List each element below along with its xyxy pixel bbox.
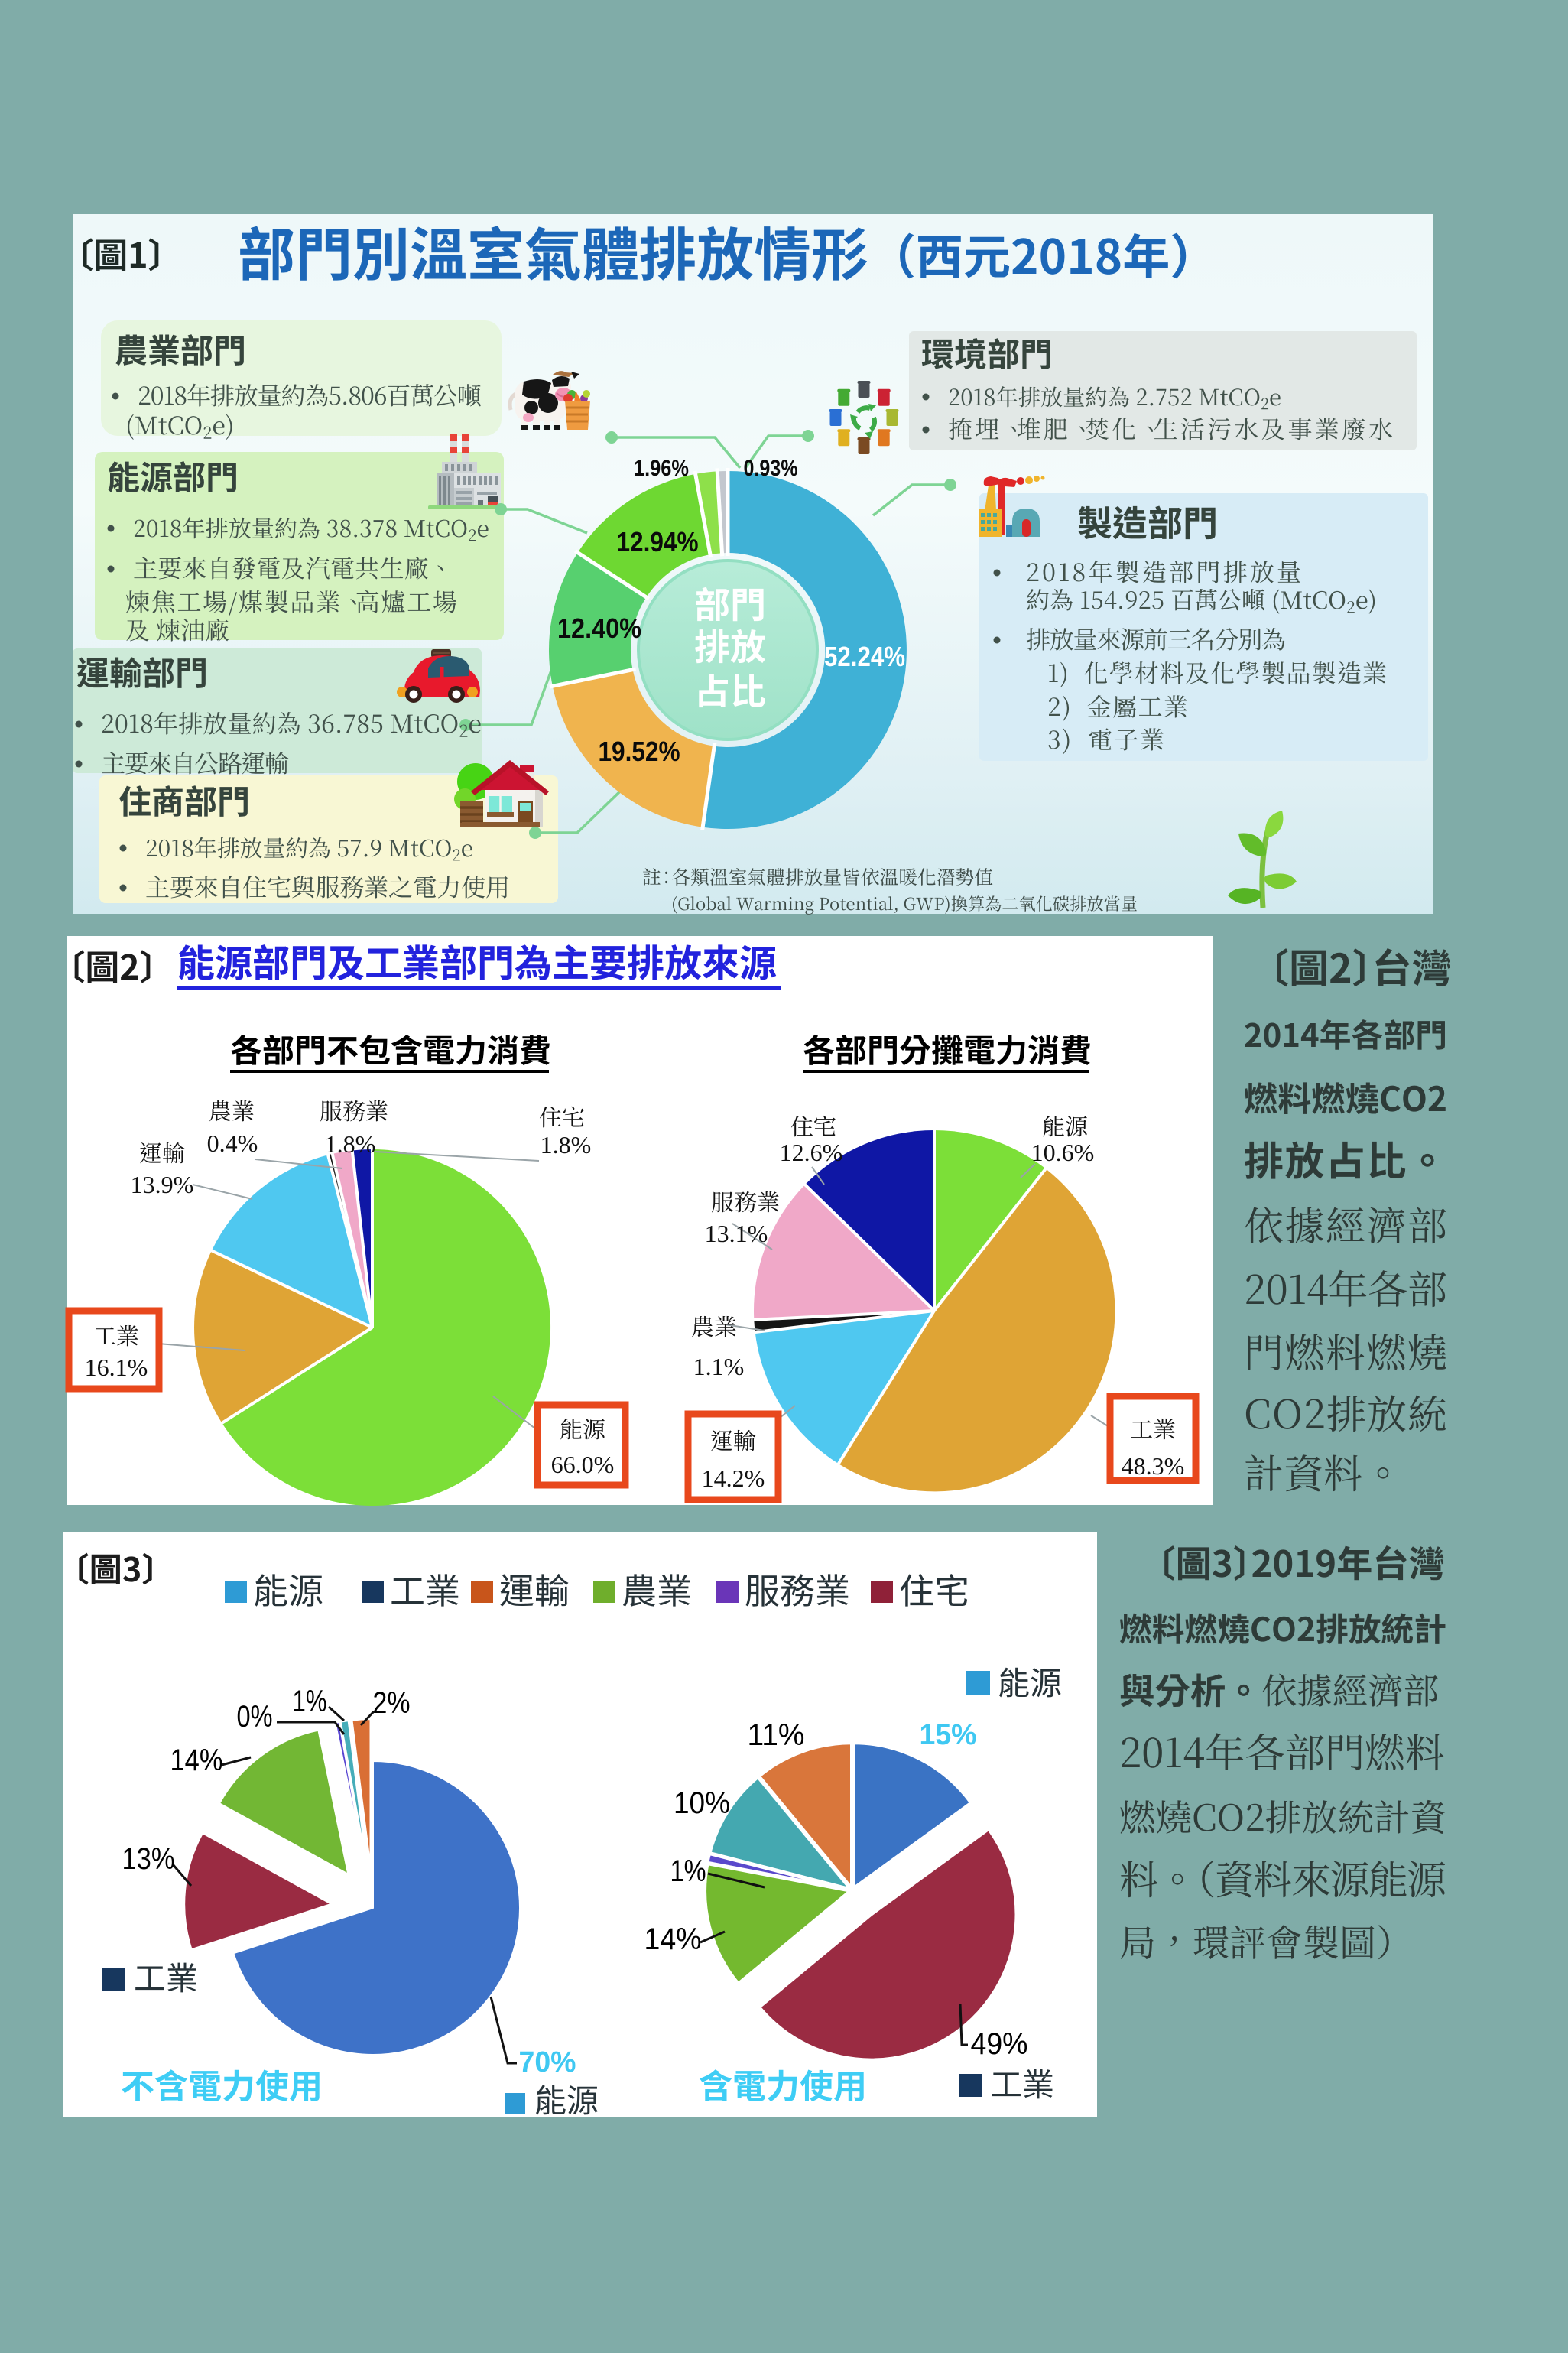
svg-text:11%: 11% [748,1718,805,1752]
svg-text:66.0%: 66.0% [551,1451,615,1478]
svg-text:10%: 10% [674,1786,730,1820]
svg-text:49%: 49% [971,2027,1028,2061]
svg-text:0.4%: 0.4% [207,1129,258,1157]
svg-text:16.1%: 16.1% [85,1354,148,1381]
svg-text:70%: 70% [519,2046,576,2078]
svg-text:1.8%: 1.8% [325,1130,376,1158]
svg-text:0%: 0% [237,1700,273,1734]
svg-text:19.52%: 19.52% [599,736,680,767]
svg-text:2%: 2% [373,1686,411,1720]
svg-text:15%: 15% [920,1719,977,1751]
svg-text:48.3%: 48.3% [1122,1452,1185,1480]
svg-text:14%: 14% [644,1922,702,1956]
svg-text:14%: 14% [170,1744,223,1777]
svg-text:1.96%: 1.96% [634,456,689,481]
svg-text:13.9%: 13.9% [131,1171,194,1198]
svg-text:13.1%: 13.1% [705,1220,768,1247]
svg-text:0.93%: 0.93% [744,456,798,481]
svg-text:10.6%: 10.6% [1031,1139,1095,1166]
svg-text:52.24%: 52.24% [824,641,905,672]
svg-text:1%: 1% [293,1685,327,1718]
svg-text:13%: 13% [122,1842,175,1876]
svg-text:12.40%: 12.40% [557,613,641,644]
svg-text:1%: 1% [670,1854,706,1888]
svg-text:12.6%: 12.6% [780,1139,843,1166]
svg-text:1.1%: 1.1% [693,1353,745,1380]
svg-text:14.2%: 14.2% [702,1464,765,1492]
svg-text:12.94%: 12.94% [617,526,699,557]
svg-text:1.8%: 1.8% [541,1131,592,1159]
